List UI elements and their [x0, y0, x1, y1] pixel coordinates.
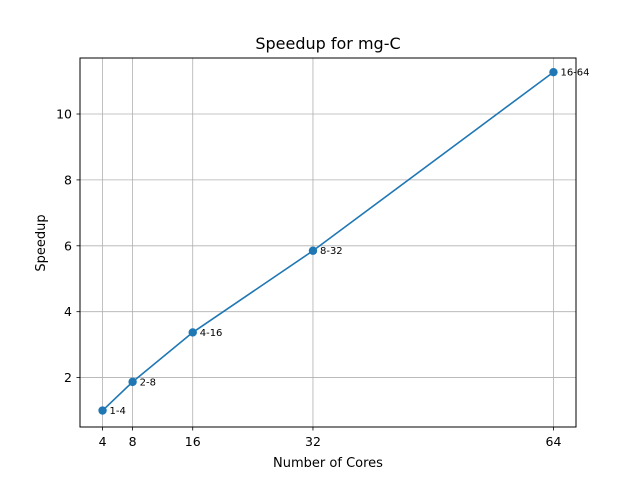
chart-title: Speedup for mg-C — [255, 34, 400, 53]
series-line — [101, 71, 554, 412]
x-tick-label: 32 — [305, 434, 321, 449]
ticks: 4 8 16 32 64 2 4 6 8 10 — [56, 107, 561, 449]
y-tick-label: 10 — [56, 107, 72, 122]
y-tick-label: 4 — [64, 304, 72, 319]
x-tick-label: 64 — [546, 434, 562, 449]
point-label: 4-16 — [200, 328, 223, 339]
x-axis-label: Number of Cores — [273, 456, 383, 471]
point-label: 8-32 — [320, 246, 343, 257]
data-point — [128, 377, 137, 387]
grid — [80, 58, 576, 427]
point-label: 1-4 — [110, 406, 126, 417]
x-tick-label: 4 — [99, 434, 107, 449]
y-tick-label: 2 — [64, 370, 72, 385]
data-point — [188, 328, 197, 337]
x-tick-label: 16 — [185, 434, 201, 449]
y-tick-label: 8 — [64, 172, 72, 187]
y-axis-label: Speedup — [34, 214, 49, 271]
plot-area: 1-4 2-8 4-16 8-32 16-64 — [98, 67, 590, 417]
axes-frame — [79, 57, 577, 428]
point-label: 2-8 — [140, 377, 156, 388]
data-point — [98, 406, 107, 415]
x-tick-label: 8 — [129, 434, 137, 449]
data-point — [549, 67, 558, 77]
point-label: 16-64 — [560, 68, 589, 79]
y-tick-label: 6 — [64, 238, 72, 253]
data-point — [308, 246, 318, 255]
